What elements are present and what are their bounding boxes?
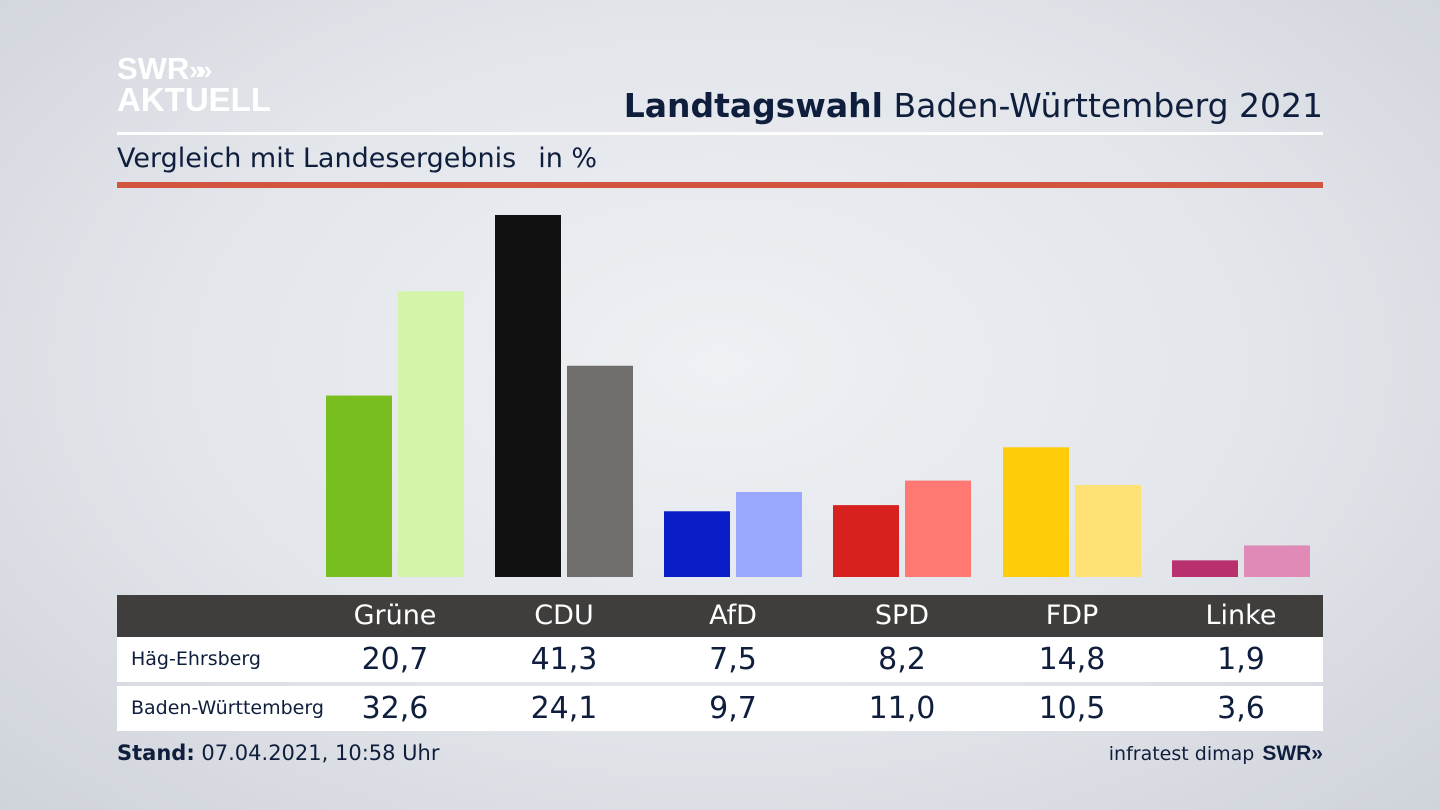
bar-cdu-local <box>495 215 561 577</box>
swr-aktuell-logo: SWR»» AKTUELL <box>117 51 271 118</box>
subtitle-unit: in % <box>538 143 598 174</box>
logo-swr-text: SWR <box>117 51 190 86</box>
chart-title-rest: Baden-Württemberg 2021 <box>882 86 1323 125</box>
bar-afd-local <box>664 511 730 577</box>
bar-spd-local <box>833 505 899 577</box>
column-header-cdu: CDU <box>534 600 594 631</box>
value-spd-local: 8,2 <box>878 642 926 677</box>
source-text: infratest dimap <box>1108 743 1255 765</box>
value-grne-local: 20,7 <box>361 642 429 677</box>
stand-value: 07.04.2021, 10:58 Uhr <box>194 741 440 765</box>
value-afd-local: 7,5 <box>709 642 757 677</box>
bar-spd-state <box>905 480 971 577</box>
subtitle-text: Vergleich mit Landesergebnis <box>117 143 517 174</box>
row-label-state: Baden-Württemberg <box>131 697 324 719</box>
value-afd-state: 9,7 <box>709 691 757 726</box>
bar-linke-local <box>1172 560 1238 577</box>
column-header-linke: Linke <box>1205 600 1277 631</box>
accent-divider <box>117 182 1323 188</box>
title-divider <box>117 132 1323 135</box>
bar-afd-state <box>736 491 802 577</box>
table-row-state: Baden-Württemberg 32,6 24,1 9,7 11,0 10,5 3,6 <box>117 686 1323 731</box>
value-linke-state: 3,6 <box>1217 691 1265 726</box>
column-header-spd: SPD <box>874 600 930 631</box>
table-header-row: Grüne CDU AfD SPD FDP Linke <box>117 595 1323 637</box>
value-grne-state: 32,6 <box>361 691 429 726</box>
bar-fdp-local <box>1003 447 1069 577</box>
column-header-afd: AfD <box>709 600 757 631</box>
value-spd-state: 11,0 <box>868 691 936 726</box>
column-header-grne: Grüne <box>353 600 437 631</box>
value-fdp-local: 14,8 <box>1038 642 1106 677</box>
value-linke-local: 1,9 <box>1217 642 1265 677</box>
bar-cdu-state <box>567 365 633 577</box>
bar-linke-state <box>1244 545 1310 577</box>
value-cdu-local: 41,3 <box>530 642 598 677</box>
bar-grne-local <box>326 395 392 577</box>
swr-brand-logo: SWR» <box>1262 742 1323 765</box>
logo-aktuell-text: AKTUELL <box>117 81 271 118</box>
bar-fdp-state <box>1075 484 1141 577</box>
chart-title-bold: Landtagswahl <box>623 86 883 125</box>
chart-subtitle: Vergleich mit Landesergebnis in % <box>117 143 597 174</box>
value-cdu-state: 24,1 <box>530 691 598 726</box>
source-credit: infratest dimap SWR» <box>1109 742 1323 766</box>
value-fdp-state: 10,5 <box>1038 691 1106 726</box>
stand-label: Stand: <box>117 741 195 765</box>
bar-grne-state <box>398 291 464 577</box>
table-row-local: Häg-Ehrsberg 20,7 41,3 7,5 8,2 14,8 1,9 <box>117 637 1323 682</box>
timestamp: Stand: 07.04.2021, 10:58 Uhr <box>117 741 440 765</box>
row-label-local: Häg-Ehrsberg <box>131 648 261 670</box>
chart-title: Landtagswahl Baden-Württemberg 2021 <box>624 86 1323 125</box>
column-header-fdp: FDP <box>1045 600 1099 631</box>
